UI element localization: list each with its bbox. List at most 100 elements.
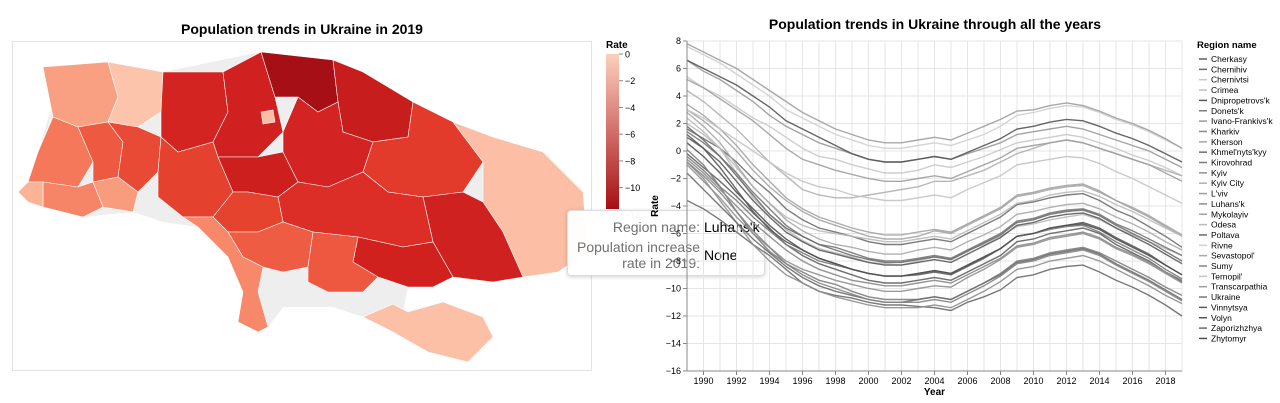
- series-line-khmel-nyts-kyy[interactable]: [686, 128, 1183, 248]
- legend-entry[interactable]: Kyiv: [1211, 168, 1228, 178]
- legend-entry[interactable]: Kharkiv: [1211, 126, 1240, 136]
- series-line-luhans-k[interactable]: [686, 161, 1183, 309]
- legend-entry[interactable]: Poltava: [1211, 230, 1240, 240]
- legend-entry[interactable]: Volyn: [1211, 313, 1232, 323]
- line-chart-title: Population trends in Ukraine through all…: [768, 16, 1102, 32]
- legend-entry[interactable]: Kherson: [1211, 137, 1243, 147]
- series-line-vinnytsya[interactable]: [686, 136, 1183, 266]
- legend-gradient-bar: [606, 54, 619, 209]
- y-tick-label: 6: [676, 64, 681, 74]
- x-tick-label: 2000: [858, 376, 878, 386]
- x-tick-label: 2016: [1122, 376, 1142, 386]
- legend-tick-label: −6: [625, 130, 635, 140]
- series-line-l-viv[interactable]: [686, 78, 1183, 182]
- legend-entry[interactable]: Chernihiv: [1211, 64, 1248, 74]
- region-odesa[interactable]: [182, 216, 269, 333]
- region-transcarpathia[interactable]: [17, 181, 44, 208]
- map-frame: Rate: [12, 41, 592, 371]
- legend-entry[interactable]: Kirovohrad: [1211, 158, 1252, 168]
- series-line-kherson[interactable]: [686, 109, 1183, 240]
- legend-tick-label: −8: [625, 156, 635, 166]
- map-title: Population trends in Ukraine in 2019: [181, 21, 423, 37]
- legend-tick-label: −4: [625, 103, 635, 113]
- legend-entry[interactable]: Chernivtsi: [1211, 75, 1249, 85]
- x-tick-label: 2014: [1089, 376, 1109, 386]
- y-tick-label: −8: [671, 256, 681, 266]
- x-tick-label: 1994: [759, 376, 779, 386]
- tooltip-region-label: Region name:: [612, 219, 700, 235]
- x-tick-label: 2006: [957, 376, 977, 386]
- y-tick-label: 2: [676, 119, 681, 129]
- choropleth-map: Rate: [17, 51, 589, 363]
- legend-tick-label: −10: [625, 183, 640, 193]
- series-line-ternopil-[interactable]: [686, 109, 1183, 204]
- legend-entry[interactable]: Crimea: [1211, 85, 1239, 95]
- series-line-transcarpathia[interactable]: [686, 43, 1183, 149]
- region-kyiv-city[interactable]: [260, 109, 276, 125]
- legend-entry[interactable]: Ternopil': [1211, 271, 1243, 281]
- x-tick-label: 2008: [990, 376, 1010, 386]
- legend-entry[interactable]: Luhans'k: [1211, 199, 1246, 209]
- series-line-volyn[interactable]: [686, 59, 1183, 163]
- legend-entry[interactable]: Rivne: [1211, 240, 1233, 250]
- axes: 1990 1992 1994 1996 1998 2000 2002 2004 2006 2008…: [650, 36, 1182, 398]
- y-tick-label: −10: [666, 284, 681, 294]
- series-legend: Region name CherkasyChernihivChernivtsiCr…: [1197, 40, 1273, 343]
- series-line-ukraine[interactable]: [686, 131, 1183, 262]
- region-luhansk[interactable]: [452, 121, 589, 278]
- series-line-sumy[interactable]: [686, 161, 1183, 304]
- x-tick-label: 2004: [924, 376, 944, 386]
- series-line-zaporizhzhya[interactable]: [686, 125, 1183, 264]
- line-chart: 1990 1992 1994 1996 1998 2000 2002 2004 2006 2008…: [650, 36, 1273, 398]
- legend-entry[interactable]: Ivano-Frankivs'k: [1211, 116, 1273, 126]
- y-tick-label: −12: [666, 311, 681, 321]
- x-tick-label: 1996: [792, 376, 812, 386]
- legend-entry[interactable]: L'viv: [1211, 189, 1228, 199]
- legend-tick-label: −2: [625, 76, 635, 86]
- legend-entry[interactable]: Sumy: [1211, 261, 1233, 271]
- x-tick-label: 2010: [1023, 376, 1043, 386]
- region-kherson[interactable]: [307, 231, 379, 293]
- series-line-chernihiv[interactable]: [686, 199, 1183, 317]
- series-line-rivne[interactable]: [686, 45, 1183, 149]
- legend-entry[interactable]: Sevastopol': [1211, 251, 1255, 261]
- x-tick-label: 2012: [1056, 376, 1076, 386]
- region-chernivtsi[interactable]: [92, 176, 139, 213]
- map-tooltip: Region name: Luhans'k Population increas…: [567, 210, 765, 276]
- legend-entry[interactable]: Vinnytsya: [1211, 302, 1248, 312]
- legend-entry[interactable]: Dnipropetrovs'k: [1211, 95, 1271, 105]
- tooltip-rate-label-line1: Population increase: [577, 239, 700, 255]
- legend-entry[interactable]: Khmel'nyts'kyy: [1211, 147, 1267, 157]
- y-tick-label: 8: [676, 36, 681, 46]
- legend-entry[interactable]: Zhytomyr: [1211, 333, 1247, 343]
- legend-entry[interactable]: Transcarpathia: [1211, 282, 1268, 292]
- series-line-zhytomyr[interactable]: [686, 142, 1183, 277]
- legend-entry[interactable]: Kyiv City: [1211, 178, 1245, 188]
- y-tick-label: −2: [671, 174, 681, 184]
- legend-entry[interactable]: Zaporizhzhya: [1211, 323, 1262, 333]
- region-crimea[interactable]: [362, 301, 494, 363]
- legend-entry[interactable]: Cherkasy: [1211, 54, 1248, 64]
- region-ivano-frankivsk[interactable]: [42, 181, 104, 218]
- x-tick-label: 2018: [1155, 376, 1175, 386]
- x-tick-label: 1992: [726, 376, 746, 386]
- series-line-sevastopol-[interactable]: [686, 111, 1183, 255]
- series-line-chernivtsi[interactable]: [686, 76, 1183, 177]
- legend-entry[interactable]: Mykolayiv: [1211, 209, 1249, 219]
- series-line-mykolayiv[interactable]: [686, 103, 1183, 237]
- series-line-poltava[interactable]: [686, 172, 1183, 303]
- legend-title: Rate: [606, 40, 628, 51]
- y-tick-label: −16: [666, 366, 681, 376]
- x-tick-label: 1990: [693, 376, 713, 386]
- series-legend-title: Region name: [1197, 40, 1257, 51]
- series-line-cherkasy[interactable]: [686, 153, 1183, 284]
- series-line-kharkiv[interactable]: [686, 158, 1183, 287]
- region-khmelnytskyi[interactable]: [107, 121, 162, 193]
- legend-entry[interactable]: Ukraine: [1211, 292, 1241, 302]
- series-line-dnipropetrovs-k[interactable]: [686, 133, 1183, 277]
- legend-entry[interactable]: Donets'k: [1211, 106, 1245, 116]
- region-sumy[interactable]: [332, 59, 414, 143]
- tooltip-rate-value: None: [704, 247, 738, 263]
- legend-entry[interactable]: Odesa: [1211, 220, 1236, 230]
- y-axis-title: Rate: [650, 195, 661, 217]
